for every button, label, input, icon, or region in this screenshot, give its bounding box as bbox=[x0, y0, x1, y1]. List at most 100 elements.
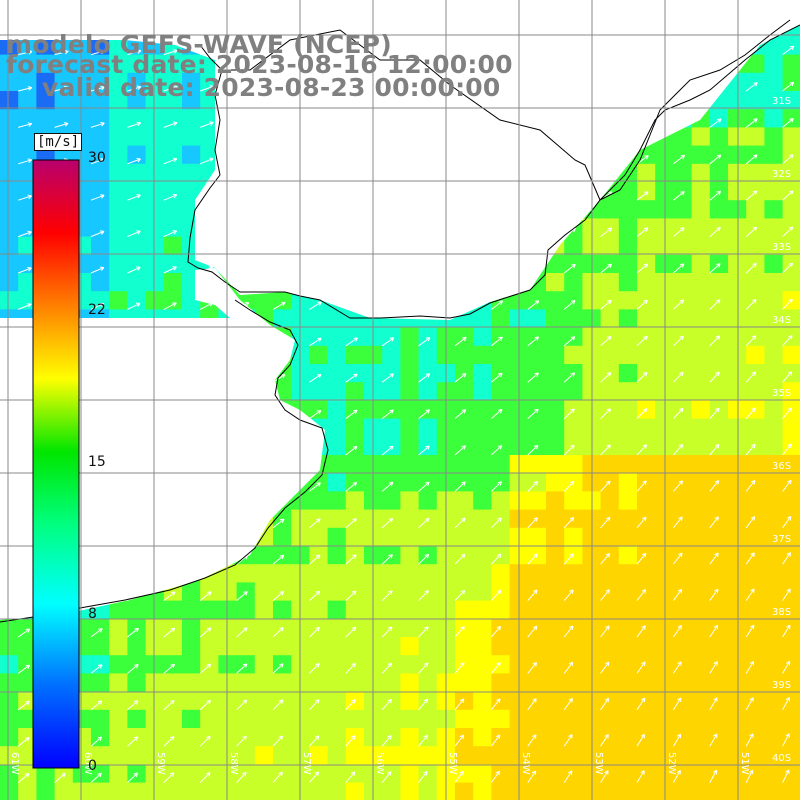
speed-cell bbox=[109, 36, 128, 56]
speed-cell bbox=[109, 218, 128, 238]
speed-cell bbox=[163, 109, 183, 128]
speed-cell bbox=[637, 764, 656, 784]
speed-cell bbox=[418, 673, 438, 693]
wind-arrow bbox=[345, 735, 356, 747]
longitude-label: 56W bbox=[374, 752, 385, 775]
wind-arrow bbox=[163, 772, 175, 783]
wind-arrow bbox=[200, 121, 214, 128]
speed-cell bbox=[691, 728, 711, 747]
colorbar-tick-22: 22 bbox=[88, 302, 106, 318]
speed-cell bbox=[564, 345, 583, 365]
wind-arrow bbox=[127, 772, 139, 783]
speed-cell bbox=[145, 254, 165, 274]
speed-cell bbox=[691, 418, 711, 438]
speed-cell bbox=[382, 327, 401, 347]
speed-cell bbox=[54, 72, 74, 92]
speed-cell bbox=[546, 618, 565, 638]
speed-cell bbox=[491, 600, 511, 620]
wind-arrow bbox=[454, 373, 467, 383]
land-area bbox=[0, 0, 800, 320]
speed-cell bbox=[564, 418, 583, 438]
wind-arrow bbox=[454, 553, 466, 565]
wind-arrow bbox=[745, 262, 757, 274]
speed-cell bbox=[473, 364, 492, 383]
speed-cell bbox=[709, 564, 729, 583]
speed-cell bbox=[546, 364, 565, 383]
speed-cell bbox=[400, 546, 420, 565]
speed-cell bbox=[218, 655, 238, 674]
speed-cell bbox=[236, 709, 256, 729]
wind-arrow bbox=[309, 699, 320, 711]
speed-cell bbox=[473, 746, 492, 765]
speed-cell bbox=[491, 637, 511, 656]
speed-cell bbox=[527, 491, 547, 511]
wind-arrow bbox=[127, 230, 141, 238]
wind-arrow bbox=[236, 699, 248, 711]
wind-arrow bbox=[745, 335, 757, 347]
wind-arrow bbox=[709, 443, 720, 456]
speed-cell bbox=[0, 54, 19, 74]
speed-cell bbox=[600, 491, 620, 511]
speed-cell bbox=[746, 400, 765, 420]
speed-cell bbox=[18, 254, 37, 274]
speed-cell bbox=[145, 236, 165, 256]
speed-cell bbox=[673, 382, 693, 401]
wind-arrow bbox=[454, 481, 466, 492]
wind-arrow bbox=[18, 267, 32, 274]
speed-cell bbox=[254, 709, 274, 729]
wind-arrow bbox=[745, 697, 754, 711]
speed-cell bbox=[109, 72, 128, 92]
speed-cell bbox=[145, 72, 165, 92]
wind-arrow bbox=[636, 227, 649, 237]
speed-cell bbox=[455, 709, 474, 729]
speed-cell bbox=[145, 218, 165, 238]
speed-cell bbox=[527, 309, 547, 329]
speed-cell bbox=[600, 673, 620, 693]
speed-cell bbox=[400, 618, 420, 638]
speed-cell bbox=[218, 782, 238, 800]
speed-cell bbox=[673, 618, 693, 638]
wind-arrow bbox=[709, 154, 722, 165]
speed-cell bbox=[473, 637, 492, 656]
wind-arrow bbox=[127, 664, 139, 674]
speed-cell bbox=[327, 691, 347, 711]
speed-cell bbox=[455, 728, 474, 747]
speed-cell bbox=[382, 564, 401, 583]
speed-cell bbox=[127, 218, 147, 238]
speed-cell bbox=[618, 218, 638, 238]
speed-cell bbox=[473, 509, 492, 529]
speed-cell bbox=[0, 637, 19, 656]
wind-arrow bbox=[745, 733, 754, 747]
speed-cell bbox=[18, 91, 37, 110]
wind-arrow bbox=[454, 409, 467, 419]
wind-arrow bbox=[709, 516, 719, 529]
speed-cell bbox=[382, 673, 401, 693]
speed-cell bbox=[0, 618, 19, 638]
speed-cell bbox=[527, 728, 547, 747]
speed-cell bbox=[72, 72, 92, 92]
speed-cell bbox=[782, 236, 800, 256]
speed-cell bbox=[691, 491, 711, 511]
speed-cell bbox=[673, 546, 693, 565]
wind-arrow bbox=[90, 302, 105, 310]
wind-arrow bbox=[163, 49, 178, 56]
speed-cell bbox=[291, 782, 310, 800]
speed-cell bbox=[200, 91, 219, 110]
speed-cell bbox=[109, 254, 128, 274]
wind-arrow bbox=[163, 193, 178, 201]
speed-cell bbox=[254, 764, 274, 784]
speed-cell bbox=[109, 109, 128, 128]
wind-arrow bbox=[491, 553, 502, 565]
wind-arrow bbox=[381, 554, 393, 565]
speed-cell bbox=[491, 455, 511, 474]
speed-cell bbox=[18, 218, 37, 238]
speed-cell bbox=[764, 764, 784, 784]
speed-cell bbox=[473, 345, 492, 365]
speed-cell bbox=[691, 582, 711, 602]
speed-cell bbox=[673, 673, 693, 693]
wind-arrow bbox=[709, 263, 721, 274]
speed-cell bbox=[91, 218, 110, 238]
speed-cell bbox=[345, 728, 365, 747]
speed-cell bbox=[782, 618, 800, 638]
speed-cell bbox=[127, 236, 147, 256]
